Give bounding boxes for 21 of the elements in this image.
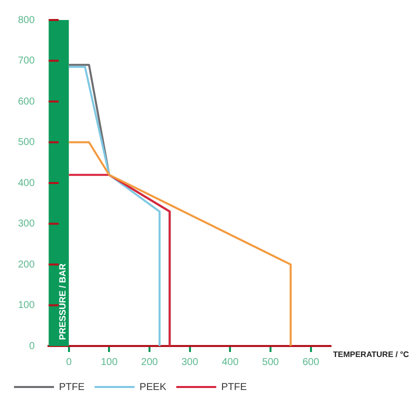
y-tick-label: 200 (18, 259, 36, 270)
x-tick-label: 600 (302, 356, 320, 368)
x-tick-label: 500 (262, 356, 280, 368)
y-tick-label: 600 (18, 96, 36, 108)
legend-label: PTFE (59, 382, 85, 393)
legend-label: PEEK (140, 382, 167, 393)
x-tick-label: 0 (66, 356, 72, 368)
x-tick-label: 400 (222, 356, 239, 368)
x-axis-title: TEMPERATURE / °C (333, 350, 409, 360)
y-axis-title: PRESSURE / BAR (57, 262, 68, 340)
x-tick-label: 300 (182, 356, 199, 368)
y-tick-label: 700 (18, 56, 36, 66)
y-tick-label: 800 (18, 14, 36, 26)
y-tick-label: 300 (18, 218, 36, 230)
legend-label: PTFE (221, 382, 248, 393)
x-tick-label: 200 (141, 356, 158, 368)
y-tick-label: 500 (18, 137, 36, 148)
y-tick-label: 100 (18, 300, 36, 311)
y-tick-label: 0 (29, 340, 36, 352)
y-tick-label: 400 (18, 178, 36, 189)
x-tick-label: 100 (100, 356, 118, 368)
